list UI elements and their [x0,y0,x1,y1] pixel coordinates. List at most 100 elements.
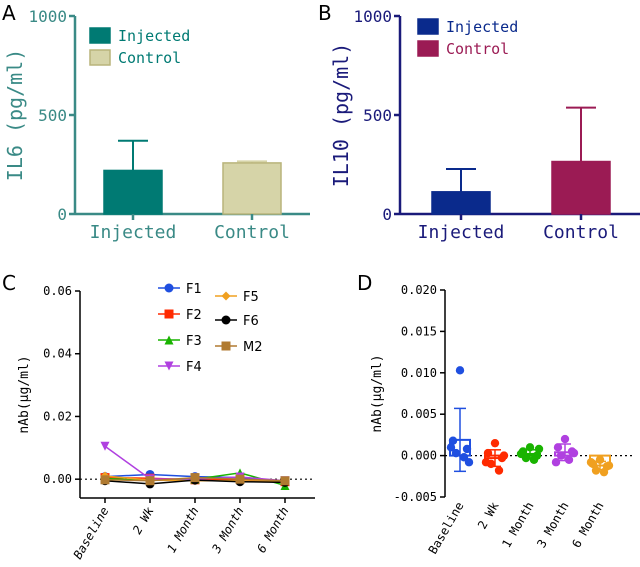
x-tick-label-2-wk: 2 Wk [475,499,502,532]
legend-swatch-control [89,49,111,66]
legend-marker-f3 [164,335,174,345]
point-baseline-2 [462,444,472,454]
legend-marker-f6 [221,315,231,325]
point-1-month-6 [534,444,544,454]
x-tick-label-2-wk: 2 Wk [130,504,157,537]
y-tick-label-1000: 1000 [28,7,67,26]
bar-control [222,162,282,215]
y-tick-label-0-04: 0.04 [43,347,72,361]
point-f4-baseline [100,441,110,451]
y-tick-label-0-00: 0.00 [43,472,72,486]
legend-label-f5: F5 [243,290,259,305]
x-tick-label-1-month: 1 Month [499,500,536,551]
legend-label-m2: M2 [243,340,263,355]
legend-label-f1: F1 [186,282,202,297]
legend-swatch-injected [417,18,439,35]
point-3-month-4 [564,455,574,464]
y-tick-label-0: 0 [382,205,392,224]
point-3-month-3 [556,451,566,460]
y-tick-label-0-02: 0.02 [43,409,72,423]
bar-injected [103,169,163,215]
point-m2-2-wk [145,476,155,486]
legend-marker-m2 [221,341,231,351]
y-tick-label-0-015: 0.015 [401,324,437,338]
y-tick-label-0-020: 0.020 [401,283,437,297]
point-6-month-6 [604,461,614,470]
point-2-wk-4 [494,466,504,475]
point-baseline-0 [455,366,465,375]
point-1-month-5 [516,449,526,459]
y-tick-label-1000: 1000 [353,7,392,26]
y-tick-label-0: 0 [57,205,67,224]
x-tick-label-injected: Injected [418,222,505,243]
x-tick-label-6-month: 6 Month [569,500,606,551]
legend-label-injected: Injected [446,18,518,36]
x-tick-label-baseline: Baseline [71,505,112,562]
y-axis-label: IL10 (pg/ml) [329,43,353,188]
y-axis-label: nAb(μg/ml) [17,355,32,433]
legend-marker-f5 [221,291,231,301]
y-tick-label-0-06: 0.06 [43,284,72,298]
legend-label-f6: F6 [243,314,259,329]
x-tick-label-control: Control [214,222,290,243]
point-1-month-4 [529,455,539,464]
point-6-month-5 [586,458,596,467]
panel-letter-a: A [2,1,16,25]
panel-a-il6-chart: 0 500 1000 IL6 (pg/ml) Injected Control Inject… [3,7,310,243]
point-m2-6-month [280,476,290,486]
y-tick-label-0-000: 0.000 [401,449,437,463]
point-baseline-5 [446,443,456,452]
point-2-wk-1 [483,448,493,458]
point-baseline-1 [448,436,458,445]
y-axis-label: IL6 (pg/ml) [3,49,27,181]
x-tick-label-baseline: Baseline [426,500,467,557]
x-tick-label-injected: Injected [90,222,177,243]
bar-control [551,160,611,215]
x-tick-label-3-month: 3 Month [209,505,247,557]
y-tick-label-0-005: -0.005 [394,490,437,504]
legend-swatch-control [417,40,439,57]
point-m2-3-month [235,474,245,484]
point-2-wk-6 [499,451,509,460]
point-6-month-3 [591,466,601,475]
point-2-wk-5 [481,458,491,467]
x-tick-label-6-month: 6 Month [254,505,291,556]
point-3-month-5 [551,458,561,467]
legend-marker-f1 [164,283,174,293]
legend-label-f4: F4 [186,360,202,375]
y-tick-label-500: 500 [38,106,67,125]
y-tick-label-500: 500 [363,106,392,125]
point-3-month-1 [553,443,563,452]
x-tick-label-1-month: 1 Month [164,505,201,556]
point-6-month-4 [599,467,609,477]
legend-label-control: Control [446,40,509,58]
point-baseline-3 [451,448,461,458]
panel-letter-c: C [2,271,16,295]
legend-label-f2: F2 [186,308,202,323]
legend-label-control: Control [118,49,181,67]
legend-label-f3: F3 [186,334,202,349]
x-tick-label-3-month: 3 Month [534,500,571,551]
legend-label-injected: Injected [118,27,190,45]
point-3-month-6 [569,448,579,458]
legend-marker-f4 [164,361,174,371]
point-m2-1-month [190,473,200,483]
panel-d-nab-scatter-chart: -0.005 0.000 0.005 0.010 0.015 0.020 nAb(μg/ml… [370,283,635,557]
legend-marker-f2 [164,309,174,319]
x-tick-label-control: Control [543,222,619,243]
legend-swatch-injected [89,27,111,44]
point-3-month-0 [560,434,570,444]
bar-injected [431,191,491,215]
point-6-month-0 [595,455,605,464]
point-1-month-0 [525,443,535,452]
panel-letter-b: B [318,1,332,25]
panel-letter-d: D [357,271,372,295]
y-tick-label-0-010: 0.010 [401,366,437,380]
panel-c-nab-line-chart: 0.00 0.02 0.04 0.06 nAb(μg/ml) Baseline 2 Wk 1 … [17,282,315,562]
point-2-wk-0 [490,438,500,448]
point-baseline-6 [464,458,474,467]
y-tick-label-0-005: 0.005 [401,407,437,421]
y-axis-label: nAb(μg/ml) [370,354,385,432]
